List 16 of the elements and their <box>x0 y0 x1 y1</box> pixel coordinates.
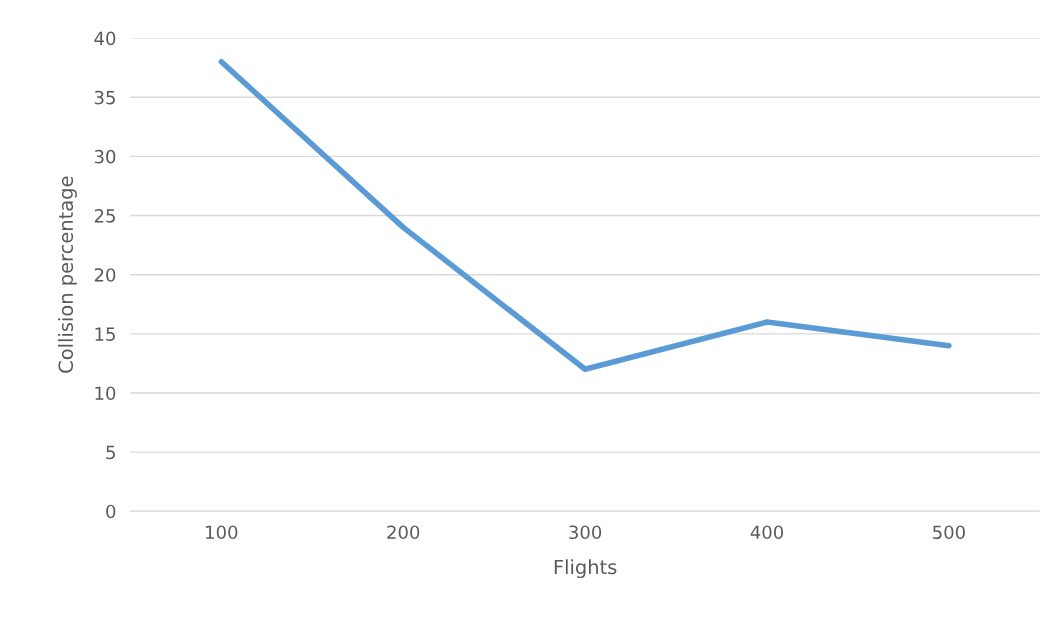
x-tick-label: 100 <box>206 525 238 540</box>
y-tick-label: 5 <box>106 445 115 460</box>
x-tick-label: 400 <box>750 525 784 540</box>
y-tick-label: 30 <box>94 149 116 164</box>
y-tick-label: 40 <box>94 31 116 46</box>
y-tick-label: 35 <box>94 90 115 105</box>
x-axis-title: Flights <box>554 559 617 579</box>
y-tick-label: 20 <box>94 268 116 282</box>
x-tick-label: 200 <box>387 525 420 540</box>
y-tick-label: 10 <box>95 386 116 401</box>
x-tick-label: 500 <box>933 525 965 540</box>
y-tick-label: 15 <box>95 327 115 341</box>
y-tick-label: 0 <box>106 504 116 519</box>
y-axis-title: Collision percentage <box>58 176 77 373</box>
y-tick-label: 25 <box>94 209 115 223</box>
x-tick-label: 300 <box>569 525 602 540</box>
